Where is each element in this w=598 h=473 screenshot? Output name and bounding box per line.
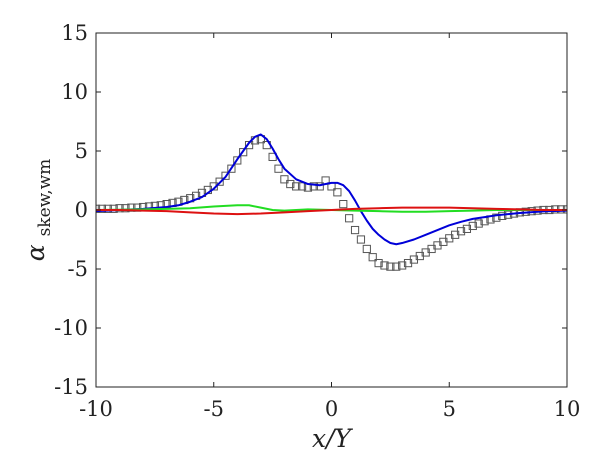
data-point-square xyxy=(215,177,224,186)
data-point-square xyxy=(468,221,477,231)
data-point-square xyxy=(462,224,472,233)
marker-series xyxy=(96,135,567,271)
x-tick-label: 5 xyxy=(443,397,456,421)
data-point-square xyxy=(398,261,407,270)
series-line-1 xyxy=(96,133,567,246)
data-point-square xyxy=(227,164,236,173)
y-axis-label: α skew,wm xyxy=(21,159,55,262)
y-tick-label: 15 xyxy=(61,21,88,45)
data-point-square xyxy=(333,188,342,197)
data-point-square xyxy=(380,261,389,270)
data-point-square xyxy=(386,262,395,271)
x-axis-label: x/Y xyxy=(312,424,354,453)
data-point-square xyxy=(315,182,324,191)
data-point-square xyxy=(345,214,354,223)
data-point-square xyxy=(356,235,366,244)
y-tick-label: -5 xyxy=(68,257,88,281)
data-point-square xyxy=(121,204,130,213)
series-line-3 xyxy=(96,206,567,216)
y-tick-label: 0 xyxy=(75,198,88,222)
data-point-square xyxy=(297,182,307,191)
x-tick-label: -10 xyxy=(79,397,113,421)
data-point-square xyxy=(362,244,371,254)
x-tick-label: 10 xyxy=(554,397,581,421)
y-tick-label: 5 xyxy=(75,139,88,163)
data-point-square xyxy=(239,148,248,157)
plot-content xyxy=(96,133,567,271)
data-point-square xyxy=(474,219,483,228)
data-point-square xyxy=(292,182,301,191)
y-tick-label: -10 xyxy=(54,316,88,340)
data-point-square xyxy=(221,171,230,180)
data-point-square xyxy=(274,164,283,173)
y-axis-label-subscript: skew,wm xyxy=(35,159,55,237)
data-point-square xyxy=(309,182,318,191)
data-point-square xyxy=(233,156,242,165)
data-point-square xyxy=(392,262,401,271)
data-point-square xyxy=(456,227,466,236)
data-point-square xyxy=(280,175,289,184)
data-point-square xyxy=(286,179,295,189)
x-tick-label: -5 xyxy=(204,397,224,421)
data-point-square xyxy=(115,204,124,213)
labels-layer: x/Y α skew,wm xyxy=(21,159,354,453)
data-point-square xyxy=(374,259,383,268)
x-tick-label: 0 xyxy=(325,397,338,421)
data-point-square xyxy=(492,213,501,222)
series-line-2 xyxy=(96,204,567,213)
data-point-square xyxy=(97,204,106,213)
data-point-square xyxy=(339,200,348,209)
data-point-square xyxy=(368,253,377,262)
y-tick-label: 10 xyxy=(61,80,88,104)
y-axis-label-main: α xyxy=(21,244,50,261)
data-point-square xyxy=(350,225,360,235)
y-tick-label: -15 xyxy=(54,375,88,399)
